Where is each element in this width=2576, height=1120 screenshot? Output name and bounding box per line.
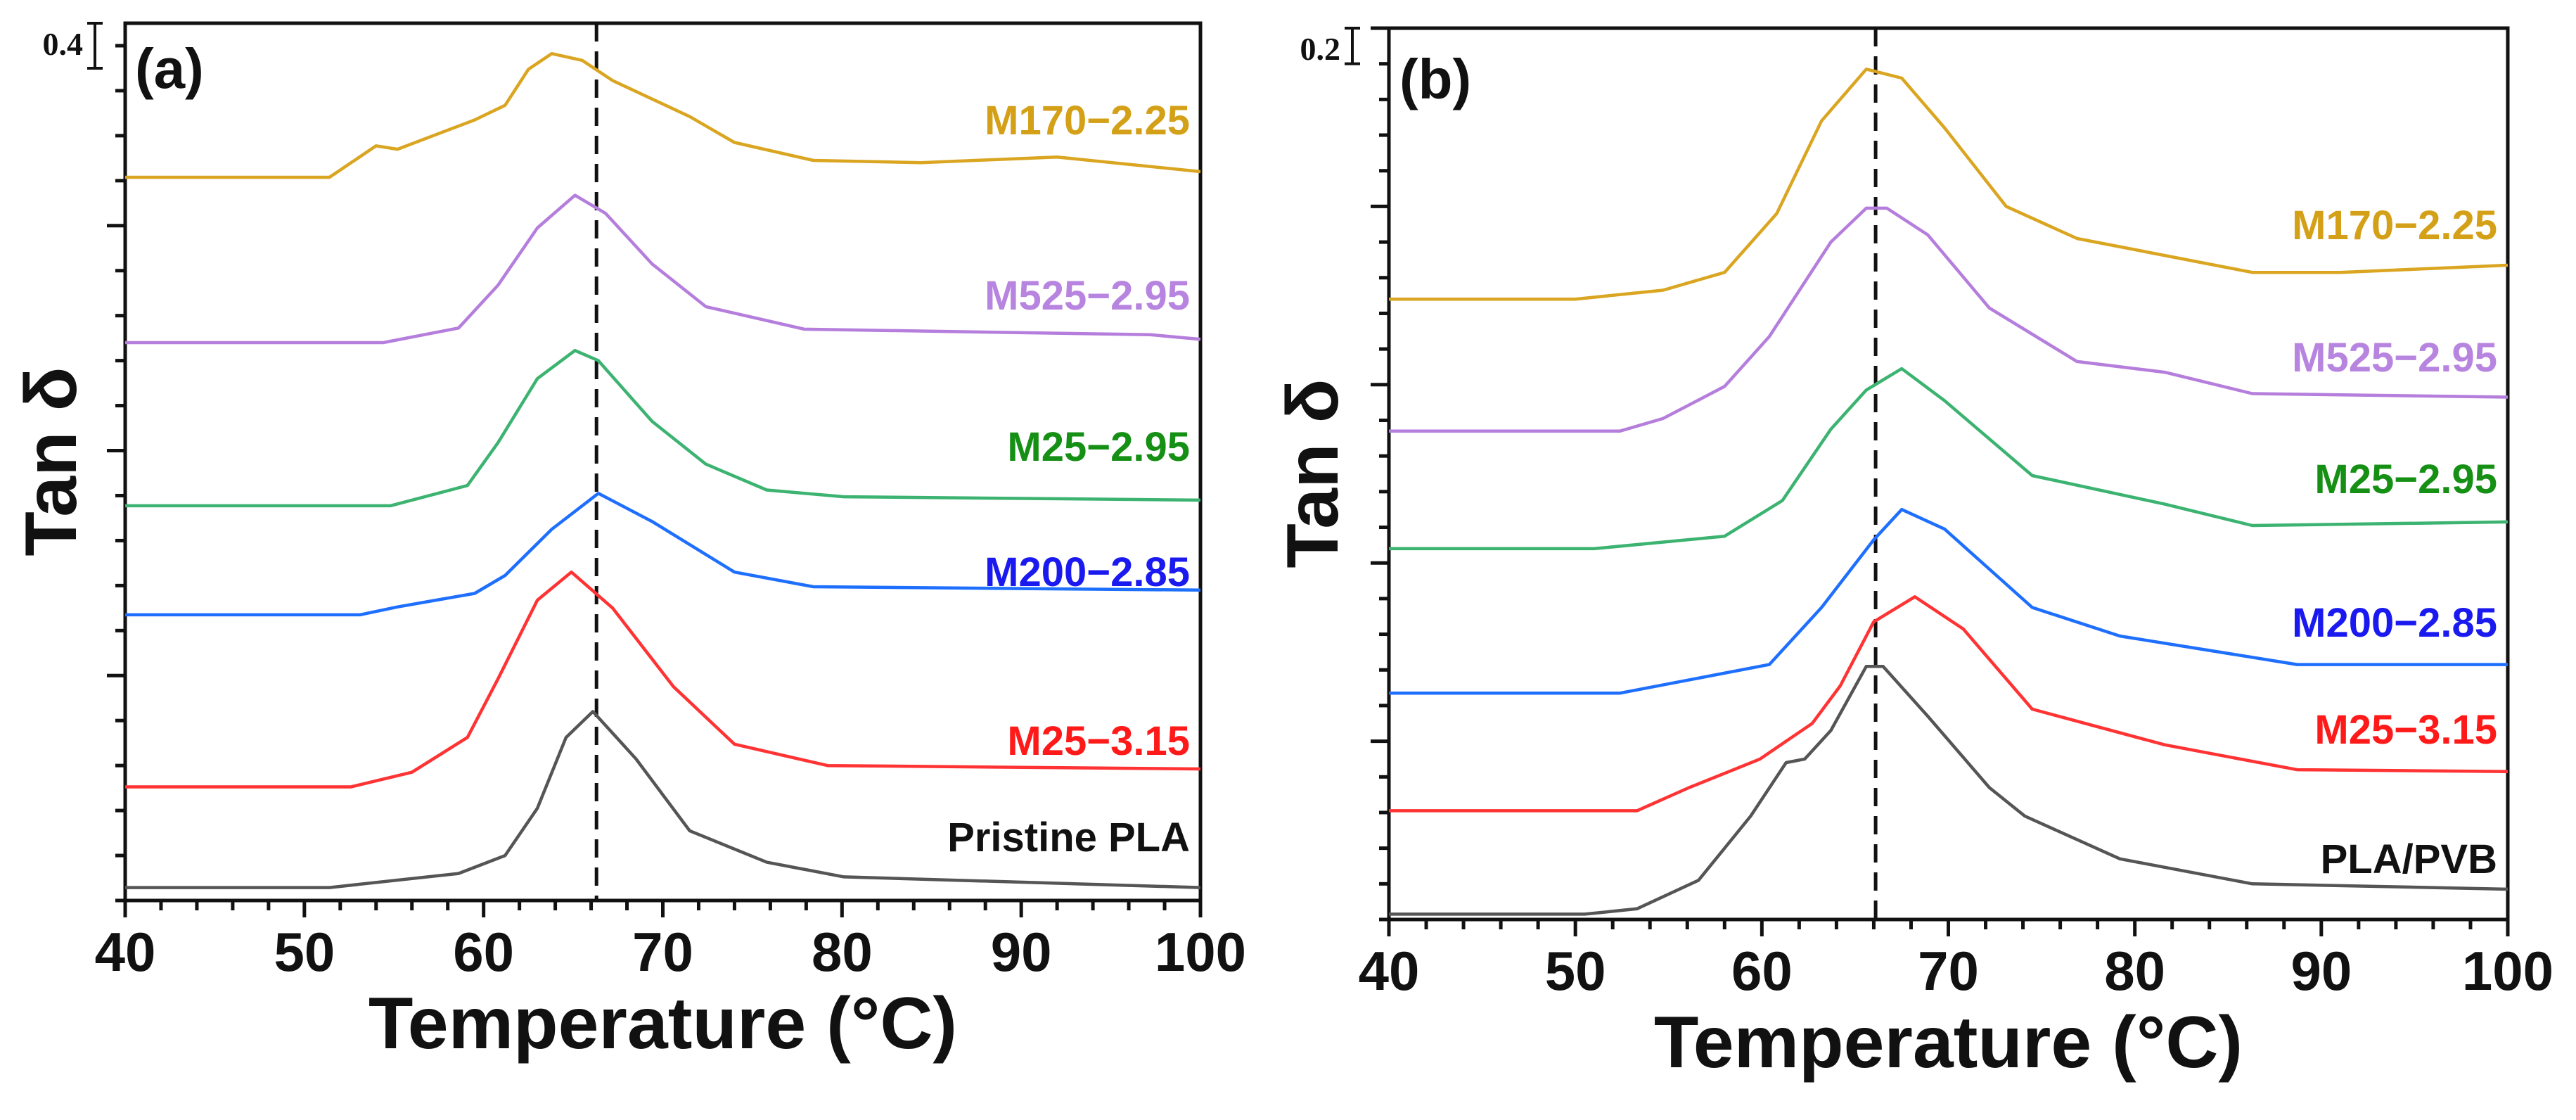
series-label: M25−3.15 bbox=[2314, 707, 2497, 753]
series-label: M170−2.25 bbox=[985, 98, 1190, 144]
y-axis-title: Tan δ bbox=[1272, 378, 1354, 568]
x-tick-label: 40 bbox=[95, 921, 156, 983]
series-label: M170−2.25 bbox=[2292, 203, 2497, 248]
series-label: Pristine PLA bbox=[947, 815, 1190, 860]
series-line-1 bbox=[125, 193, 1201, 345]
x-tick-label: 60 bbox=[453, 921, 514, 983]
x-tick-label: 80 bbox=[2104, 940, 2165, 1002]
series-line-1 bbox=[1389, 206, 2508, 433]
x-tick-label: 100 bbox=[2462, 940, 2553, 1002]
series-line-4 bbox=[125, 570, 1201, 789]
series-label: M525−2.95 bbox=[985, 273, 1190, 319]
scale-bar-label: 0.4 bbox=[43, 26, 84, 62]
x-tick-label: 70 bbox=[632, 921, 693, 983]
series-label: PLA/PVB bbox=[2321, 836, 2497, 882]
x-tick-label: 40 bbox=[1359, 940, 1420, 1002]
x-tick-label: 50 bbox=[274, 921, 335, 983]
scale-bar-label: 0.2 bbox=[1300, 31, 1341, 67]
x-tick-label: 50 bbox=[1545, 940, 1606, 1002]
series-line-0 bbox=[125, 51, 1201, 179]
series-label: M25−3.15 bbox=[1007, 718, 1190, 764]
panel-a-chart: 40 50 60 70 80 90 100 0.4 M170−2.25 M525−2.95 M25−… bbox=[11, 21, 1246, 1064]
panel-b-chart: 40 50 60 70 80 90 100 0.2 M170−2.25 M525−2.95 M25−… bbox=[1272, 26, 2553, 1083]
x-tick-label: 70 bbox=[1918, 940, 1979, 1002]
series-line-2 bbox=[1389, 367, 2508, 551]
x-tick-label: 90 bbox=[991, 921, 1052, 983]
x-axis-title: Temperature (°C) bbox=[369, 983, 957, 1064]
panel-label: (b) bbox=[1399, 48, 1471, 110]
series-label: M200−2.85 bbox=[985, 549, 1190, 595]
x-tick-label: 100 bbox=[1155, 921, 1246, 983]
series-line-2 bbox=[125, 348, 1201, 508]
series-label: M25−2.95 bbox=[2314, 457, 2497, 502]
x-tick-label: 80 bbox=[812, 921, 873, 983]
series-label: M200−2.85 bbox=[2292, 600, 2497, 646]
series-label: M25−2.95 bbox=[1007, 424, 1190, 470]
x-axis-title: Temperature (°C) bbox=[1654, 1002, 2243, 1083]
series-line-0 bbox=[1389, 68, 2508, 301]
series-label: M525−2.95 bbox=[2292, 335, 2497, 381]
panel-label: (a) bbox=[135, 37, 204, 100]
series-line-3 bbox=[1389, 507, 2508, 695]
series-line-3 bbox=[125, 492, 1201, 617]
series-line-5 bbox=[125, 710, 1201, 889]
series-line-4 bbox=[1389, 595, 2508, 813]
y-axis-title: Tan δ bbox=[11, 367, 92, 556]
x-tick-label: 60 bbox=[1731, 940, 1793, 1002]
x-tick-label: 90 bbox=[2290, 940, 2352, 1002]
series-line-5 bbox=[1389, 664, 2508, 916]
